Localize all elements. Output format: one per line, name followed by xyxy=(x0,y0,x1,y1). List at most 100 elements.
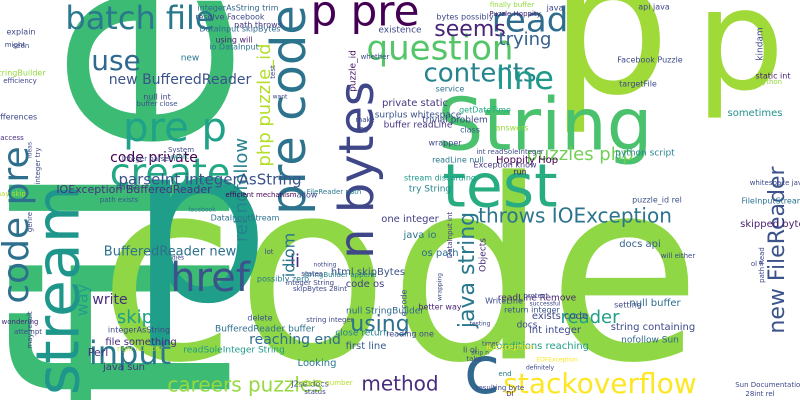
cloud-word-buffer-close: buffer close xyxy=(136,100,177,108)
cloud-word-facebook-puzzle: Facebook Puzzle xyxy=(617,56,683,65)
cloud-word-timer: timer xyxy=(482,341,499,348)
cloud-word-n-bytes: n bytes xyxy=(329,81,385,259)
cloud-word-writeline: WriteLine xyxy=(485,297,523,306)
cloud-word-wondering: wondering xyxy=(2,318,39,326)
cloud-word-c: c xyxy=(464,332,500,400)
cloud-word-attempt: attempt xyxy=(14,328,42,336)
cloud-word-di: DI xyxy=(506,390,513,398)
cloud-word-definitely: definitely xyxy=(526,365,554,372)
cloud-word-exception-know: Exception know xyxy=(473,161,537,170)
cloud-word-bufferedreader-new: BufferedReader new xyxy=(104,245,237,260)
cloud-word-dies: dies xyxy=(172,255,184,262)
cloud-word-wrapping: wrapping xyxy=(437,273,444,301)
cloud-word-setting: setting xyxy=(614,301,642,310)
cloud-word-int-integer: int integer xyxy=(529,325,582,336)
cloud-word-getdatetime: getDateTime xyxy=(459,106,511,115)
cloud-word-nothing: nothing xyxy=(314,262,337,269)
cloud-word-href: href xyxy=(170,255,251,301)
cloud-word-batch-file: batch file xyxy=(65,0,214,37)
cloud-word-puzzle-id: puzzle_id xyxy=(349,50,359,92)
cloud-word-stream: stream xyxy=(24,185,94,395)
cloud-word-li: li xyxy=(290,251,300,272)
cloud-word-sun-documentation: Sun Documentation xyxy=(735,381,800,389)
cloud-word-io-datainput: io DataInput xyxy=(209,43,258,52)
cloud-word-answers: answers xyxy=(495,124,528,133)
cloud-word-code: code xyxy=(99,126,702,400)
cloud-word-ioexception: IOException xyxy=(486,343,534,352)
cloud-word-reading-one: reading one xyxy=(386,330,434,339)
cloud-word-read: read xyxy=(492,1,569,41)
cloud-word-resolve-facebook: resolve Facebook xyxy=(195,13,264,22)
cloud-word-java-io: java io xyxy=(402,230,436,241)
cloud-word-whether: whether xyxy=(361,53,390,61)
cloud-word-reader: reader xyxy=(560,307,620,328)
cloud-word-new: new xyxy=(181,54,200,64)
cloud-word-resulting-byte: resulting byte xyxy=(476,384,525,392)
cloud-word-exists-code: exists code xyxy=(532,311,588,322)
cloud-word-pre-code: pre code xyxy=(261,5,317,215)
cloud-word-objects: Objects xyxy=(479,238,489,272)
cloud-word-right-number: right number xyxy=(117,345,163,353)
cloud-word-create: create xyxy=(110,151,231,195)
cloud-word-kindam: kindam xyxy=(756,27,766,60)
cloud-word-careers-puzzles: careers puzzles xyxy=(167,373,322,397)
cloud-word-eofexception: EOFException xyxy=(536,357,578,364)
cloud-word-return-integer: return integer xyxy=(504,306,560,315)
cloud-word-finally-buffer: finally buffer xyxy=(490,1,534,9)
cloud-word-buffer-readline: buffer readLine xyxy=(384,121,453,131)
cloud-word-genre: genre xyxy=(26,212,34,232)
cloud-word-status: status xyxy=(304,388,326,396)
cloud-word-p: p xyxy=(550,0,671,137)
cloud-word-may-skip: may skip xyxy=(0,190,26,198)
cloud-word-filereader-path: FileReader path xyxy=(307,188,362,196)
cloud-word-states: states xyxy=(301,270,323,278)
cloud-word-contents: contents xyxy=(423,59,536,89)
cloud-word-docs: docs xyxy=(517,321,538,331)
cloud-word-skip: skip xyxy=(117,307,153,328)
cloud-word-try-string: try String xyxy=(409,185,451,195)
cloud-word-readline-remove: readLine Remove xyxy=(498,294,577,304)
cloud-word-java: java xyxy=(546,4,564,13)
cloud-word-os-path: os path xyxy=(421,248,458,259)
cloud-word-class: class xyxy=(460,126,480,135)
cloud-word-conditions-reaching: conditions reaching xyxy=(491,341,589,352)
cloud-word-static-int: static int xyxy=(756,72,791,81)
cloud-word-protect: protect xyxy=(523,292,548,300)
cloud-word-close-return: close return xyxy=(335,329,389,339)
cloud-word-integer-parseint: Integer parseInt xyxy=(122,155,178,163)
cloud-word-make: make xyxy=(355,116,374,124)
cloud-word-28int-rel: 28int rel xyxy=(745,390,774,398)
cloud-word-question: question xyxy=(367,29,514,69)
cloud-word-python-script: python script xyxy=(615,149,675,159)
cloud-word-wrapper: wrapper xyxy=(428,139,462,148)
cloud-word-system: System xyxy=(168,146,194,154)
cloud-word-code-os: code os xyxy=(346,279,385,290)
cloud-word-api-java: api java xyxy=(638,3,670,12)
cloud-word-ioexception-bufferedreader: IOException BufferedReader xyxy=(56,183,212,196)
cloud-word-way: way xyxy=(73,284,92,316)
cloud-word-differences: differences xyxy=(0,113,37,122)
cloud-word-new-filereader: new FileReader xyxy=(765,165,790,333)
cloud-word-puzzle-hoppity: Puzzle Hoppity xyxy=(489,10,541,18)
cloud-word-integer-try: integer try xyxy=(34,147,42,184)
cloud-word-existence: existence xyxy=(378,26,422,36)
cloud-word-string: String xyxy=(438,83,653,167)
cloud-word-reaching-end: reaching end xyxy=(249,332,341,348)
cloud-word-allow: allow xyxy=(297,191,318,200)
cloud-word-successful: successful xyxy=(529,301,560,308)
cloud-word-java-string: java string xyxy=(455,212,480,329)
cloud-word-cause: cause xyxy=(116,183,140,192)
cloud-word-looking: Looking xyxy=(298,358,337,369)
cloud-word-p-pre: p pre xyxy=(311,0,420,36)
cloud-word-whitespace-java: whitespace java xyxy=(750,179,800,187)
cloud-word-efficiency: efficiency xyxy=(3,77,37,85)
cloud-word-e-code: e code xyxy=(400,290,409,317)
cloud-word-stringbuilder: stringBuilder xyxy=(0,69,46,78)
cloud-word-null-stringbuilder: null StringBuilder xyxy=(346,307,424,317)
cloud-word-readsoleinteger-string: readSoleInteger String xyxy=(183,346,285,356)
cloud-word-might: might xyxy=(5,41,26,49)
cloud-word-new-bufferedreader: new BufferedReader xyxy=(109,72,252,88)
cloud-word-string-containing: string containing xyxy=(611,322,695,333)
cloud-word-better-way: better way xyxy=(418,303,461,312)
cloud-word-null-buffer: null buffer xyxy=(629,298,681,309)
